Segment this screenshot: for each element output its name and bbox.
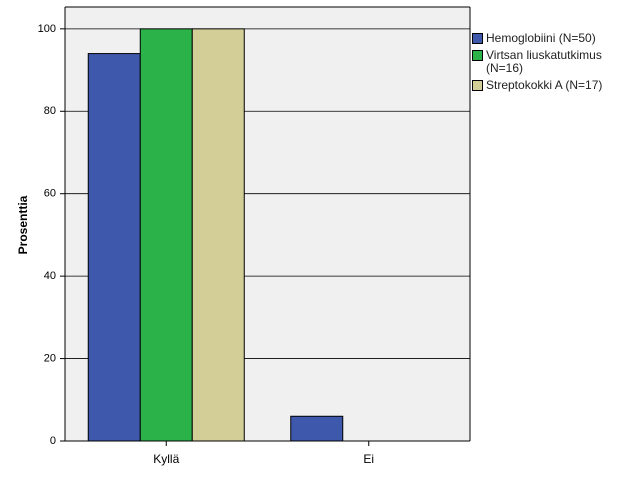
x-tick-label: Ei bbox=[363, 452, 374, 466]
legend-label: Hemoglobiini (N=50) bbox=[486, 31, 596, 45]
y-tick-label: 80 bbox=[44, 105, 56, 117]
legend-swatch bbox=[472, 80, 483, 91]
y-tick-label: 20 bbox=[44, 352, 56, 364]
y-tick-label: 100 bbox=[38, 23, 56, 35]
legend-swatch bbox=[472, 33, 483, 44]
legend-item: Streptokokki A (N=17) bbox=[470, 79, 620, 92]
legend: Hemoglobiini (N=50) Virtsan liuskatutkimu… bbox=[470, 32, 620, 96]
legend-item: Virtsan liuskatutkimus (N=16) bbox=[470, 49, 620, 75]
x-tick-label: Kyllä bbox=[153, 452, 179, 466]
bar bbox=[139, 28, 193, 442]
y-tick-label: 40 bbox=[44, 270, 56, 282]
legend-swatch bbox=[472, 50, 483, 61]
legend-label: Virtsan liuskatutkimus (N=16) bbox=[486, 48, 602, 75]
bar bbox=[290, 415, 344, 442]
bar bbox=[191, 28, 245, 442]
y-tick-label: 0 bbox=[50, 435, 56, 447]
y-axis-label: Prosenttia bbox=[16, 195, 30, 254]
legend-label: Streptokokki A (N=17) bbox=[486, 78, 603, 92]
y-tick-label: 60 bbox=[44, 188, 56, 200]
bar bbox=[87, 53, 141, 442]
legend-item: Hemoglobiini (N=50) bbox=[470, 32, 620, 45]
